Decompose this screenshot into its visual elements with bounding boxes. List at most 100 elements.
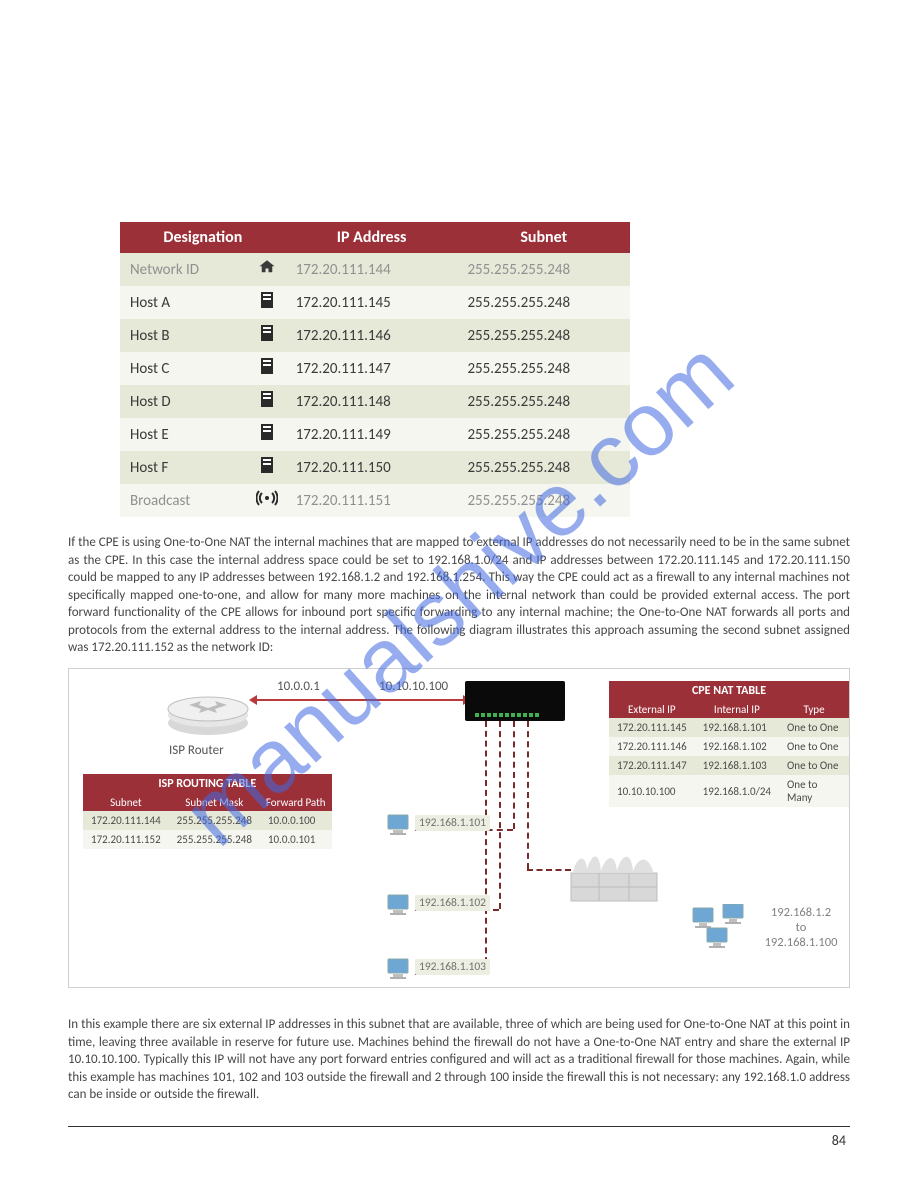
table-row: Network ID172.20.111.144255.255.255.248 bbox=[120, 253, 630, 286]
cable bbox=[499, 721, 501, 909]
cell-designation: Host E bbox=[120, 418, 254, 451]
cell-mask: 255.255.255.248 bbox=[457, 451, 630, 484]
cell: 192.168.1.102 bbox=[695, 737, 779, 756]
cpe-col-int: Internal IP bbox=[695, 701, 779, 718]
cell-designation: Host A bbox=[120, 286, 254, 319]
isp-router-label: ISP Router bbox=[169, 743, 224, 758]
server-icon bbox=[254, 451, 286, 484]
client-range-label: 192.168.1.2 to 192.168.1.100 bbox=[741, 905, 861, 950]
cell-mask: 255.255.255.248 bbox=[457, 352, 630, 385]
cell: 10.10.10.100 bbox=[609, 775, 695, 807]
cell: One to Many bbox=[779, 775, 849, 807]
cell: 172.20.111.145 bbox=[609, 718, 695, 737]
cell-mask: 255.255.255.248 bbox=[457, 253, 630, 286]
cell-ip: 172.20.111.148 bbox=[286, 385, 458, 418]
server-icon bbox=[254, 319, 286, 352]
isp-routing-title: ISP ROUTING TABLE bbox=[83, 774, 332, 794]
isp-col-mask: Subnet Mask bbox=[169, 794, 260, 811]
cell: One to One bbox=[779, 718, 849, 737]
broadcast-icon bbox=[254, 484, 286, 517]
cell-ip: 172.20.111.147 bbox=[286, 352, 458, 385]
server-icon bbox=[254, 352, 286, 385]
ip-label-right: 10.10.10.100 bbox=[379, 679, 448, 694]
cell: 192.168.1.103 bbox=[695, 756, 779, 775]
cell: 172.20.111.147 bbox=[609, 756, 695, 775]
cell-ip: 172.20.111.150 bbox=[286, 451, 458, 484]
table-row: 172.20.111.152255.255.255.24810.0.0.101 bbox=[83, 830, 332, 849]
cpe-col-type: Type bbox=[779, 701, 849, 718]
cell-ip: 172.20.111.149 bbox=[286, 418, 458, 451]
server-icon bbox=[254, 286, 286, 319]
body-paragraph-1: If the CPE is using One-to-One NAT the i… bbox=[68, 534, 850, 657]
cable bbox=[527, 721, 529, 869]
isp-col-subnet: Subnet bbox=[83, 794, 169, 811]
table-row: Broadcast 172.20.111.151255.255.255.248 bbox=[120, 484, 630, 517]
cell: One to One bbox=[779, 737, 849, 756]
uplink-arrow bbox=[255, 699, 465, 701]
cell-designation: Host B bbox=[120, 319, 254, 352]
body-paragraph-2: In this example there are six external I… bbox=[68, 1016, 850, 1104]
cpe-col-ext: External IP bbox=[609, 701, 695, 718]
cell-mask: 255.255.255.248 bbox=[457, 418, 630, 451]
cell: 255.255.255.248 bbox=[169, 830, 260, 849]
client-range-line1: 192.168.1.2 bbox=[741, 905, 861, 920]
cpe-nat-title: CPE NAT TABLE bbox=[609, 681, 849, 701]
cell-mask: 255.255.255.248 bbox=[457, 484, 630, 517]
table-row: 172.20.111.146192.168.1.102One to One bbox=[609, 737, 849, 756]
cell: 172.20.111.146 bbox=[609, 737, 695, 756]
page-number: 84 bbox=[832, 1132, 846, 1149]
table-row: Host D 172.20.111.148255.255.255.248 bbox=[120, 385, 630, 418]
isp-router-icon bbox=[165, 679, 251, 737]
network-diagram: ISP Router 10.0.0.1 10.10.10.100 ISP ROU… bbox=[68, 668, 850, 988]
cable bbox=[527, 869, 571, 871]
col-ip: IP Address bbox=[286, 222, 458, 253]
cell-ip: 172.20.111.145 bbox=[286, 286, 458, 319]
table-row: 172.20.111.144255.255.255.24810.0.0.100 bbox=[83, 811, 332, 830]
isp-routing-table: ISP ROUTING TABLE Subnet Subnet Mask For… bbox=[83, 774, 332, 849]
cable bbox=[513, 721, 515, 829]
pc-icon bbox=[387, 893, 413, 919]
cell: 172.20.111.152 bbox=[83, 830, 169, 849]
cell-mask: 255.255.255.248 bbox=[457, 385, 630, 418]
table-row: 172.20.111.147192.168.1.103One to One bbox=[609, 756, 849, 775]
table-row: 10.10.10.100192.168.1.0/24One to Many bbox=[609, 775, 849, 807]
cell: 192.168.1.0/24 bbox=[695, 775, 779, 807]
cpe-nat-table: CPE NAT TABLE External IP Internal IP Ty… bbox=[609, 681, 849, 807]
cell-designation: Broadcast bbox=[120, 484, 254, 517]
ip-label-left: 10.0.0.1 bbox=[277, 679, 320, 694]
cell: 10.0.0.101 bbox=[260, 830, 332, 849]
table-row: 172.20.111.145192.168.1.101One to One bbox=[609, 718, 849, 737]
cell: 192.168.1.101 bbox=[695, 718, 779, 737]
table-row: Host F 172.20.111.150255.255.255.248 bbox=[120, 451, 630, 484]
footer-rule bbox=[68, 1126, 850, 1127]
firewall-icon bbox=[569, 847, 659, 903]
server-icon bbox=[254, 418, 286, 451]
switch-icon bbox=[465, 681, 565, 721]
pc-label-2: 192.168.1.102 bbox=[415, 895, 490, 911]
table-header-row: Designation IP Address Subnet bbox=[120, 222, 630, 253]
col-subnet: Subnet bbox=[457, 222, 630, 253]
pc-icon bbox=[387, 957, 413, 983]
cell-designation: Host D bbox=[120, 385, 254, 418]
cell: 10.0.0.100 bbox=[260, 811, 332, 830]
pc-label-3: 192.168.1.103 bbox=[415, 959, 490, 975]
cell-designation: Host F bbox=[120, 451, 254, 484]
cell-mask: 255.255.255.248 bbox=[457, 319, 630, 352]
client-range-line3: 192.168.1.100 bbox=[741, 935, 861, 950]
cell: 172.20.111.144 bbox=[83, 811, 169, 830]
table-row: Host A 172.20.111.145255.255.255.248 bbox=[120, 286, 630, 319]
cell: One to One bbox=[779, 756, 849, 775]
cell-mask: 255.255.255.248 bbox=[457, 286, 630, 319]
table-row: Host C172.20.111.147255.255.255.248 bbox=[120, 352, 630, 385]
pc-label-1: 192.168.1.101 bbox=[415, 815, 490, 831]
col-designation: Designation bbox=[120, 222, 286, 253]
cell-ip: 172.20.111.144 bbox=[286, 253, 458, 286]
table-row: Host B172.20.111.146255.255.255.248 bbox=[120, 319, 630, 352]
cable bbox=[485, 721, 487, 973]
isp-col-fwd: Forward Path bbox=[260, 794, 332, 811]
subnet-table: Designation IP Address Subnet Network ID… bbox=[120, 222, 630, 517]
home-icon bbox=[254, 253, 286, 286]
cell-ip: 172.20.111.151 bbox=[286, 484, 458, 517]
table-row: Host E 172.20.111.149255.255.255.248 bbox=[120, 418, 630, 451]
server-icon bbox=[254, 385, 286, 418]
